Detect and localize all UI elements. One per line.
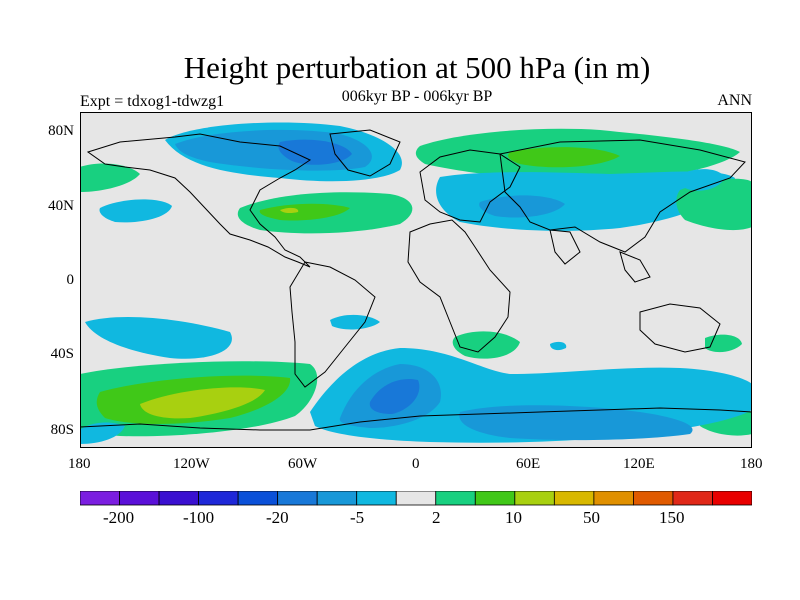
colorbar-swatch [198, 491, 239, 506]
colorbar-label: 50 [583, 508, 600, 527]
colorbar-label: -20 [266, 508, 289, 527]
x-tick-label: 60W [288, 456, 318, 472]
x-tick-label: 120W [173, 456, 210, 472]
colorbar-label: -200 [103, 508, 135, 527]
contour-map [79, 112, 753, 448]
contour-region [99, 199, 172, 223]
season-label: ANN [717, 92, 752, 109]
plot-subtitle: 006kyr BP - 006kyr BP [341, 88, 493, 105]
colorbar-swatch [712, 491, 752, 506]
x-tick-label: 60E [516, 456, 541, 472]
y-tick-label: 80S [50, 422, 74, 438]
colorbar-swatch [553, 491, 595, 506]
coastlines [79, 129, 753, 431]
contour-region [85, 317, 232, 359]
x-tick-label: 120E [623, 456, 655, 472]
colorbar-swatch [237, 491, 279, 506]
map-frame [80, 112, 752, 448]
x-tick-label: 180 [740, 456, 763, 472]
colorbar-label: -100 [183, 508, 215, 527]
colorbar-swatch [277, 491, 318, 506]
contour-region [140, 387, 265, 419]
contour-region [280, 207, 299, 214]
colorbar-swatch [316, 491, 358, 506]
colorbar [80, 491, 752, 506]
map-panel [79, 112, 753, 448]
colorbar-label: -5 [350, 508, 365, 527]
contour-region [369, 378, 420, 414]
colorbar-swatch [474, 491, 516, 506]
contour-region [676, 178, 752, 231]
colorbar-swatch [633, 491, 674, 506]
colorbar-swatch [395, 491, 437, 506]
contour-region [80, 422, 125, 444]
contour-region [550, 341, 567, 351]
contour-region [705, 334, 742, 353]
contour-region [508, 147, 620, 168]
contour-region [80, 163, 140, 192]
colorbar-swatch [514, 491, 555, 506]
colorbar-swatch [672, 491, 713, 506]
contour-region [459, 405, 693, 441]
contour-region [678, 169, 725, 191]
colorbar-swatch [435, 491, 476, 506]
y-tick-label: 40N [48, 198, 74, 214]
plot-title: Height perturbation at 500 hPa (in m) [183, 50, 651, 85]
colorbar-swatch [356, 491, 397, 506]
colorbar-label: 2 [432, 508, 441, 527]
colorbar-swatch [158, 491, 199, 506]
x-tick-label: 0 [412, 456, 420, 472]
colorbar-swatch [80, 491, 120, 506]
x-tick-label: 180 [68, 456, 91, 472]
colorbar-swatch [593, 491, 634, 506]
experiment-label: Expt = tdxog1-tdwzg1 [80, 93, 225, 110]
colorbar-label: 10 [505, 508, 522, 527]
colorbar-swatch [119, 491, 160, 506]
contour-region [479, 195, 565, 218]
y-tick-label: 40S [50, 346, 74, 362]
y-tick-label: 80N [48, 123, 74, 139]
contour-region [259, 203, 350, 221]
contour-region [278, 139, 352, 165]
colorbar-label: 150 [659, 508, 685, 527]
contour-region [330, 314, 380, 330]
y-tick-label: 0 [66, 272, 75, 288]
